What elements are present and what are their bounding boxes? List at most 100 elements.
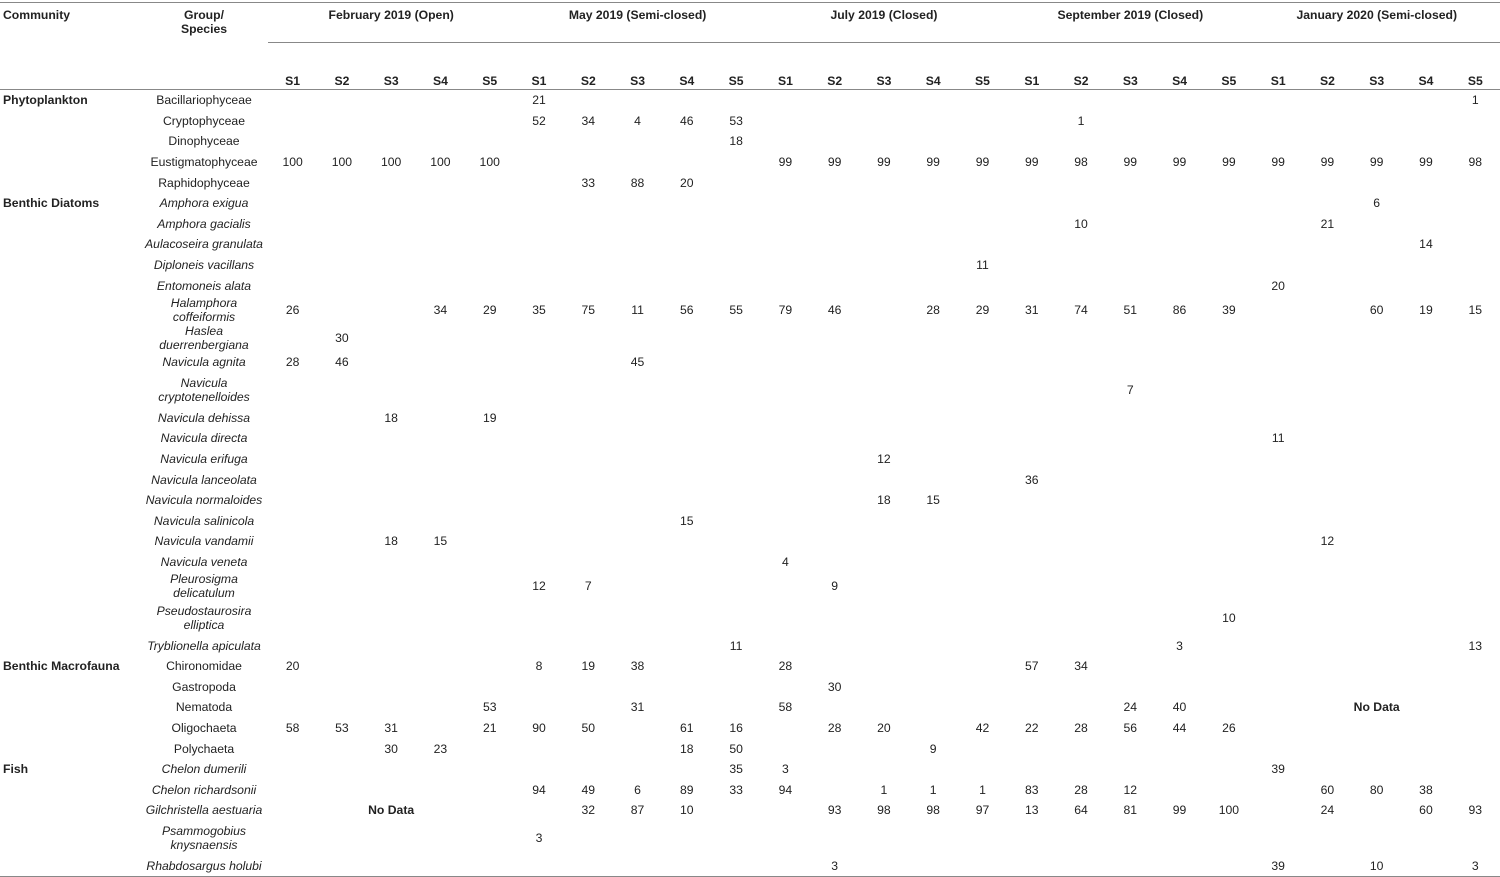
table-row: Navicula vandamii 18 15 12	[0, 531, 1500, 552]
value-cell	[1303, 490, 1352, 511]
table-row: Navicula cryptotenelloides 7	[0, 373, 1500, 408]
value-cell	[1451, 469, 1500, 490]
value-cell	[711, 428, 760, 449]
value-cell	[1204, 255, 1253, 276]
value-cell	[317, 469, 366, 490]
value-cell	[1007, 131, 1056, 152]
value-cell	[1106, 490, 1155, 511]
value-cell	[1007, 449, 1056, 470]
value-cell: 19	[1419, 302, 1433, 317]
value-cell	[514, 490, 563, 511]
value-cell	[1007, 738, 1056, 759]
value-cell	[317, 428, 366, 449]
value-cell	[761, 275, 810, 296]
value-cell	[268, 511, 317, 532]
value-cell	[859, 275, 908, 296]
value-cell	[514, 408, 563, 429]
value-cell	[909, 324, 958, 352]
value-cell	[1451, 275, 1500, 296]
community-cell	[0, 352, 140, 373]
species-cell: Chelon dumerili	[161, 762, 247, 777]
value-cell	[810, 552, 859, 573]
value-cell	[613, 676, 662, 697]
value-cell	[761, 324, 810, 352]
value-cell	[761, 738, 810, 759]
period-header: July 2019 (Closed)	[760, 2, 1008, 43]
value-cell	[761, 428, 810, 449]
header-row-sites: S1 S2 S3 S4 S5 S1 S2 S3 S4 S5 S1 S2 S3 S4 S5 S1 S2 S3 S4 S5…	[0, 42, 1500, 90]
value-cell	[1106, 131, 1155, 152]
value-cell	[317, 490, 366, 511]
value-cell	[1056, 490, 1105, 511]
value-cell: 93	[827, 803, 842, 818]
value-cell	[317, 635, 366, 656]
species-cell: Chironomidae	[166, 659, 242, 674]
value-cell	[859, 373, 908, 408]
species-cell: Entomoneis alata	[156, 278, 252, 293]
community-cell	[0, 408, 140, 429]
value-cell	[613, 531, 662, 552]
value-cell	[317, 697, 366, 718]
community-cell: Benthic Diatoms	[3, 196, 100, 211]
value-cell: 31	[630, 700, 645, 715]
value-cell	[1401, 759, 1450, 780]
table-row: Rhabdosargus holubi 3 39 10 3	[0, 855, 1500, 877]
value-cell: 1	[1471, 93, 1479, 108]
value-cell	[1254, 449, 1303, 470]
value-cell: 36	[1024, 472, 1039, 487]
value-cell	[1155, 469, 1204, 490]
value-cell	[958, 531, 1007, 552]
value-cell	[1451, 234, 1500, 255]
community-cell	[0, 531, 140, 552]
community-cell	[0, 821, 140, 856]
value-cell	[1451, 490, 1500, 511]
value-cell: 99	[1320, 155, 1335, 170]
value-cell	[761, 90, 810, 111]
value-cell	[662, 255, 711, 276]
value-cell	[1352, 821, 1401, 856]
value-cell	[416, 255, 465, 276]
value-cell	[1155, 600, 1204, 635]
value-cell: 28	[926, 302, 940, 317]
value-cell	[1451, 214, 1500, 235]
period-header: May 2019 (Semi-closed)	[514, 2, 761, 43]
value-cell	[1254, 635, 1303, 656]
value-cell	[958, 373, 1007, 408]
no-data-label-january-macrofauna: No Data	[1353, 700, 1400, 715]
value-cell: 100	[282, 155, 303, 170]
community-cell	[0, 718, 140, 739]
value-cell	[317, 821, 366, 856]
value-cell	[613, 152, 662, 173]
value-cell	[1352, 214, 1401, 235]
value-cell	[1401, 718, 1450, 739]
value-cell	[416, 600, 465, 635]
value-cell	[958, 821, 1007, 856]
value-cell: 99	[778, 155, 793, 170]
value-cell	[1204, 275, 1253, 296]
value-cell	[514, 214, 563, 235]
value-cell: 100	[331, 155, 353, 170]
value-cell	[1204, 552, 1253, 573]
value-cell	[1155, 352, 1204, 373]
value-cell	[1204, 490, 1253, 511]
value-cell: 8	[535, 659, 543, 674]
value-cell	[909, 676, 958, 697]
value-cell: 39	[1222, 302, 1236, 317]
value-cell: 15	[433, 534, 448, 549]
value-cell	[958, 449, 1007, 470]
value-cell	[909, 600, 958, 635]
value-cell: 30	[827, 679, 842, 694]
value-cell	[1056, 511, 1105, 532]
value-cell: 39	[1253, 855, 1303, 877]
value-cell	[1303, 428, 1352, 449]
value-cell	[465, 193, 514, 214]
species-cell: Raphidophyceae	[158, 175, 250, 190]
value-cell	[958, 676, 1007, 697]
value-cell	[1352, 324, 1401, 352]
community-cell	[0, 214, 140, 235]
value-cell	[1056, 697, 1105, 718]
value-cell	[1155, 552, 1204, 573]
value-cell	[909, 449, 958, 470]
value-cell: 99	[975, 155, 990, 170]
value-cell	[268, 855, 318, 877]
